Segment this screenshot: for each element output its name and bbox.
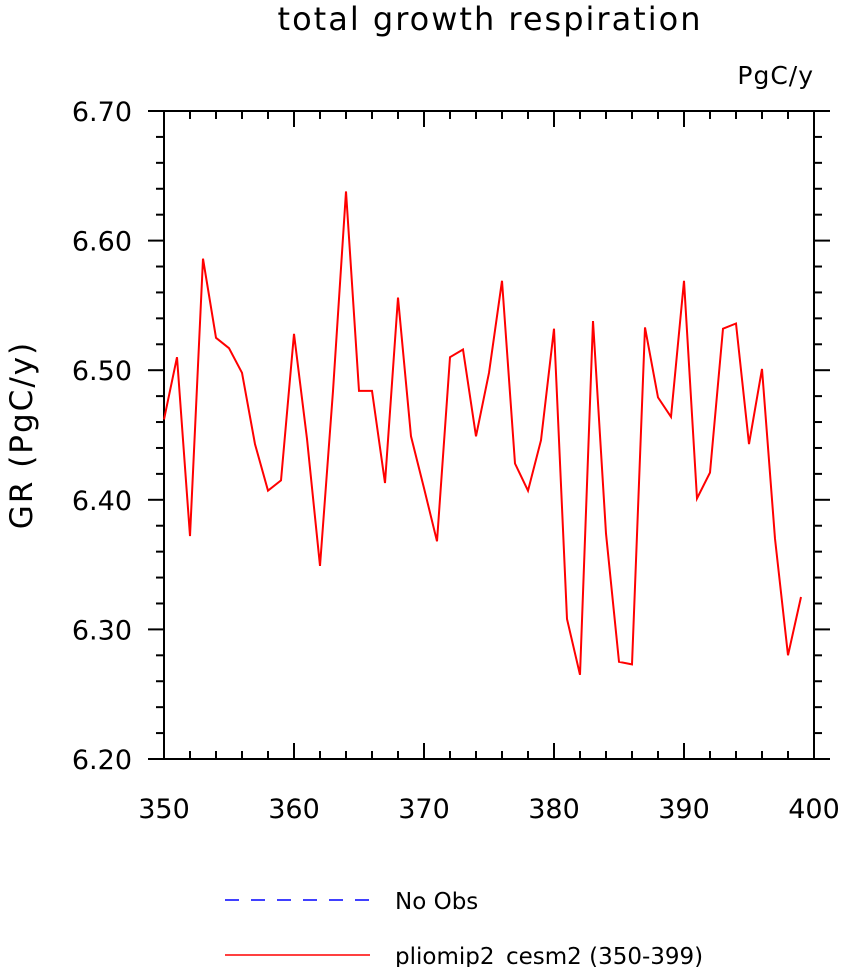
y-tick-label: 6.70 — [72, 97, 132, 128]
x-tick-label: 400 — [788, 794, 840, 825]
y-tick-label: 6.60 — [72, 227, 132, 258]
x-tick-label: 370 — [398, 794, 450, 825]
chart-title: total growth respiration — [278, 0, 703, 38]
legend: No Obs pliomip2_cesm2 (350-399) — [225, 889, 703, 967]
units-label: PgC/y — [737, 61, 814, 90]
series-line — [163, 191, 802, 676]
x-tick-label: 380 — [528, 794, 580, 825]
tick-labels: 350 360 370 380 390 400 6.20 6.30 6.40 6.50 6.60 6.… — [72, 97, 840, 825]
legend-label: pliomip2_cesm2 (350-399) — [395, 944, 703, 967]
series-layer — [163, 191, 802, 676]
y-tick-label: 6.50 — [72, 356, 132, 387]
y-axis-label: GR (PgC/y) — [4, 341, 40, 529]
x-tick-label: 390 — [658, 794, 710, 825]
plot-area — [163, 110, 815, 760]
y-tick-label: 6.30 — [72, 615, 132, 646]
axis-ticks — [148, 110, 830, 760]
legend-label: No Obs — [395, 889, 478, 915]
y-tick-label: 6.20 — [72, 745, 132, 776]
y-tick-label: 6.40 — [72, 486, 132, 517]
x-tick-label: 360 — [268, 794, 320, 825]
x-tick-label: 350 — [138, 794, 190, 825]
